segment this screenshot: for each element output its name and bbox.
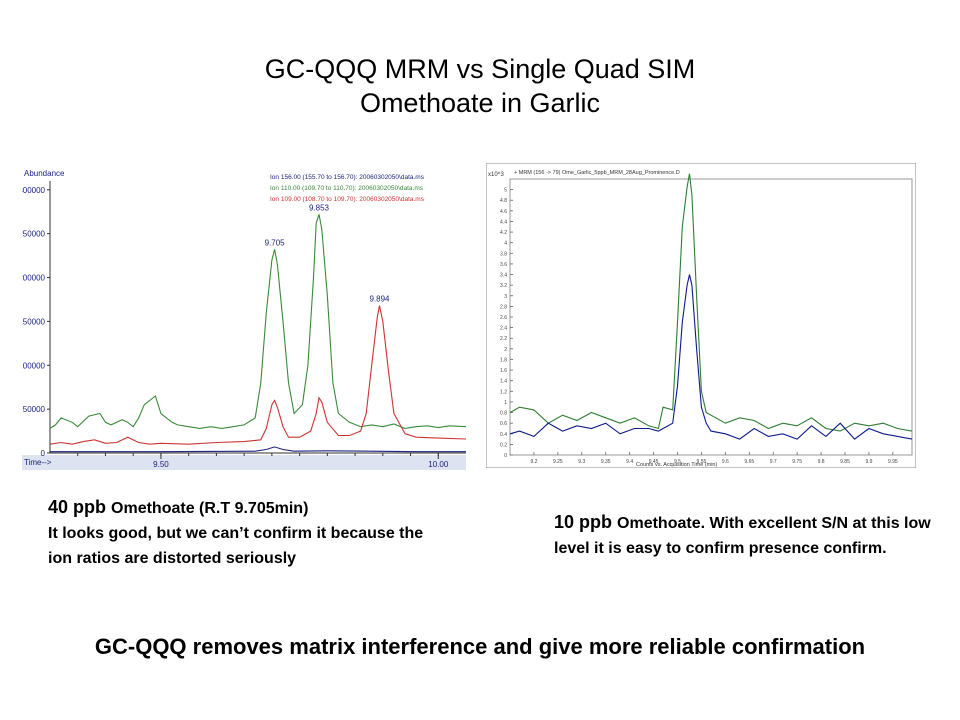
mrm-x-tick-label: 9.65 <box>744 459 754 465</box>
caption-sim-lead: 40 ppb <box>48 497 112 517</box>
sim-series-line-1 <box>49 214 466 429</box>
mrm-ylabel: x10^3 <box>488 172 504 178</box>
mrm-x-tick-label: 9.85 <box>840 459 850 465</box>
mrm-x-tick-label: 9.2 <box>530 459 537 465</box>
mrm-y-tick-label: 1.6 <box>500 368 507 374</box>
mrm-y-tick-label: 1 <box>504 400 507 406</box>
mrm-y-tick-label: 1.4 <box>500 379 507 385</box>
sim-plot-background <box>22 165 466 470</box>
mrm-y-tick-label: 0 <box>504 453 507 459</box>
slide-title: GC-QQQ MRM vs Single Quad SIM <box>264 54 696 84</box>
caption-mrm-name: Omethoate. With excellent S/N at this lo… <box>554 515 931 557</box>
mrm-y-tick-label: 3 <box>504 294 507 300</box>
mrm-y-tick-label: 2 <box>504 347 507 353</box>
mrm-y-tick-label: 0.8 <box>500 411 507 417</box>
mrm-x-tick-label: 9.75 <box>792 459 802 465</box>
mrm-series-line-1 <box>509 274 913 440</box>
sim-time-bar <box>22 455 466 470</box>
sim-series-line-2 <box>49 305 466 445</box>
mrm-y-tick-label: 0.4 <box>500 432 507 438</box>
mrm-plot-area <box>509 178 913 456</box>
sim-peak-label: 9.705 <box>265 238 286 247</box>
mrm-y-tick-label: 1.2 <box>500 389 507 395</box>
mrm-x-tick-label: 9.3 <box>578 459 585 465</box>
sim-xlabel: Time--> <box>24 458 52 467</box>
mrm-x-tick-label: 9.25 <box>553 459 563 465</box>
mrm-marks: 0 0.2 0.4 0.6 0.8 1 1.2 1.4 1.6 1.8 2 2.2 2.4 2.6 2.8 3… <box>500 173 913 465</box>
mrm-x-tick-label: 9.5 <box>674 459 681 465</box>
sim-legend-entry: Ion 156.00 (155.70 to 156.70): 200603020… <box>270 174 425 181</box>
mrm-x-tick-label: 9.8 <box>818 459 825 465</box>
mrm-xlabel: Counts vs. Acquisition Time (min) <box>636 462 717 468</box>
mrm-x-tick-label: 9.9 <box>865 459 872 465</box>
caption-sim: 40 ppb Omethoate (R.T 9.705min) It looks… <box>48 495 448 571</box>
mrm-y-tick-label: 2.6 <box>500 315 507 321</box>
sim-y-tick-label: 50000 <box>23 405 46 414</box>
sim-peak-label: 9.894 <box>369 295 390 304</box>
mrm-y-tick-label: 2.2 <box>500 336 507 342</box>
mrm-y-tick-label: 3.6 <box>500 262 507 268</box>
sim-marks: 0 50000 100000 150000 200000 250000 300000 9.50… <box>22 186 466 469</box>
sim-y-tick-label: 100000 <box>22 361 46 370</box>
sim-chromatogram: Abundance Time--> Ion 156.00 (155.70 to … <box>22 165 466 470</box>
mrm-x-tick-label: 9.55 <box>697 459 707 465</box>
sim-x-tick-label: 10.00 <box>428 460 449 469</box>
sim-y-tick-label: 150000 <box>22 317 46 326</box>
mrm-x-tick-label: 9.7 <box>770 459 777 465</box>
caption-mrm: 10 ppb Omethoate. With excellent S/N at … <box>554 510 944 561</box>
mrm-y-tick-label: 4.6 <box>500 209 507 215</box>
mrm-y-tick-label: 4.2 <box>500 230 507 236</box>
sim-series-line-0 <box>50 446 466 453</box>
sim-peak-label: 9.853 <box>309 203 330 212</box>
mrm-chromatogram: x10^3 + MRM (156 -> 79) Ome_Garlic_5ppb_… <box>486 163 916 468</box>
mrm-x-tick-label: 9.95 <box>888 459 898 465</box>
slide-subtitle: Omethoate in Garlic <box>359 88 601 118</box>
sim-y-tick-label: 200000 <box>22 274 46 283</box>
mrm-x-tick-label: 9.45 <box>649 459 659 465</box>
mrm-legend: + MRM (156 -> 79) Ome_Garlic_5ppb_MRM_28… <box>514 170 680 176</box>
sim-y-tick-label: 300000 <box>22 186 46 195</box>
mrm-y-tick-label: 3.4 <box>500 273 507 279</box>
sim-legend: Ion 156.00 (155.70 to 156.70): 200603020… <box>270 174 425 203</box>
mrm-y-tick-label: 4.8 <box>500 198 507 204</box>
mrm-y-tick-label: 4 <box>504 241 507 247</box>
caption-sim-name: Omethoate (R.T 9.705min) <box>111 500 309 517</box>
mrm-y-tick-label: 4.4 <box>500 219 507 225</box>
mrm-y-tick-label: 1.8 <box>500 357 507 363</box>
sim-legend-entry: Ion 110.00 (109.70 to 110.70): 200603020… <box>270 185 424 192</box>
mrm-y-tick-label: 2.4 <box>500 326 507 332</box>
sim-x-tick-label: 9.50 <box>153 460 169 469</box>
caption-mrm-lead: 10 ppb <box>554 512 618 532</box>
mrm-x-tick-label: 9.4 <box>626 459 633 465</box>
mrm-x-tick-label: 9.6 <box>722 459 729 465</box>
mrm-y-tick-label: 5 <box>504 188 507 194</box>
conclusion-text: GC-QQQ removes matrix interference and g… <box>94 634 866 659</box>
sim-legend-entry: Ion 109.00 (108.70 to 109.70): 200603020… <box>270 196 425 203</box>
mrm-y-tick-label: 0.2 <box>500 442 507 448</box>
caption-sim-body: It looks good, but we can’t confirm it b… <box>48 525 424 567</box>
sim-y-tick-label: 0 <box>41 449 46 458</box>
mrm-series-line-0 <box>509 173 913 432</box>
sim-y-tick-label: 250000 <box>22 230 46 239</box>
mrm-x-tick-label: 9.35 <box>601 459 611 465</box>
mrm-y-tick-label: 3.2 <box>500 283 507 289</box>
sim-ylabel: Abundance <box>24 169 65 178</box>
mrm-y-tick-label: 2.8 <box>500 304 507 310</box>
mrm-y-tick-label: 0.6 <box>500 421 507 427</box>
mrm-y-tick-label: 3.8 <box>500 251 507 257</box>
